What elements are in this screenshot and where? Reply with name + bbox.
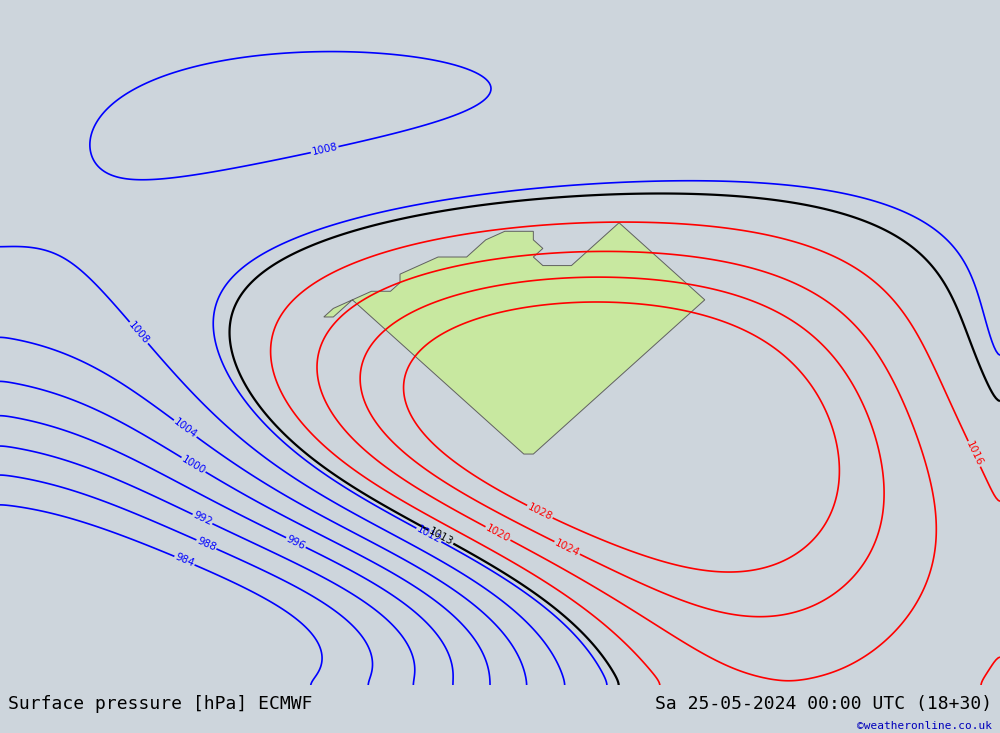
Text: 1013: 1013: [427, 526, 455, 548]
Text: 984: 984: [173, 552, 196, 569]
Polygon shape: [324, 223, 705, 454]
Text: 1020: 1020: [484, 523, 512, 544]
Text: 988: 988: [195, 536, 218, 553]
Text: 996: 996: [285, 534, 307, 551]
Text: 1008: 1008: [126, 320, 151, 346]
Text: 1016: 1016: [964, 440, 984, 468]
Text: 992: 992: [191, 510, 214, 528]
Text: 1028: 1028: [526, 501, 554, 522]
Text: 1008: 1008: [311, 142, 339, 158]
Text: 1024: 1024: [553, 537, 581, 559]
Text: Sa 25-05-2024 00:00 UTC (18+30): Sa 25-05-2024 00:00 UTC (18+30): [655, 696, 992, 713]
Text: 1000: 1000: [180, 454, 207, 476]
Text: Surface pressure [hPa] ECMWF: Surface pressure [hPa] ECMWF: [8, 696, 312, 713]
Text: 1012: 1012: [415, 524, 443, 545]
Text: 1004: 1004: [172, 417, 199, 441]
Text: ©weatheronline.co.uk: ©weatheronline.co.uk: [857, 721, 992, 731]
